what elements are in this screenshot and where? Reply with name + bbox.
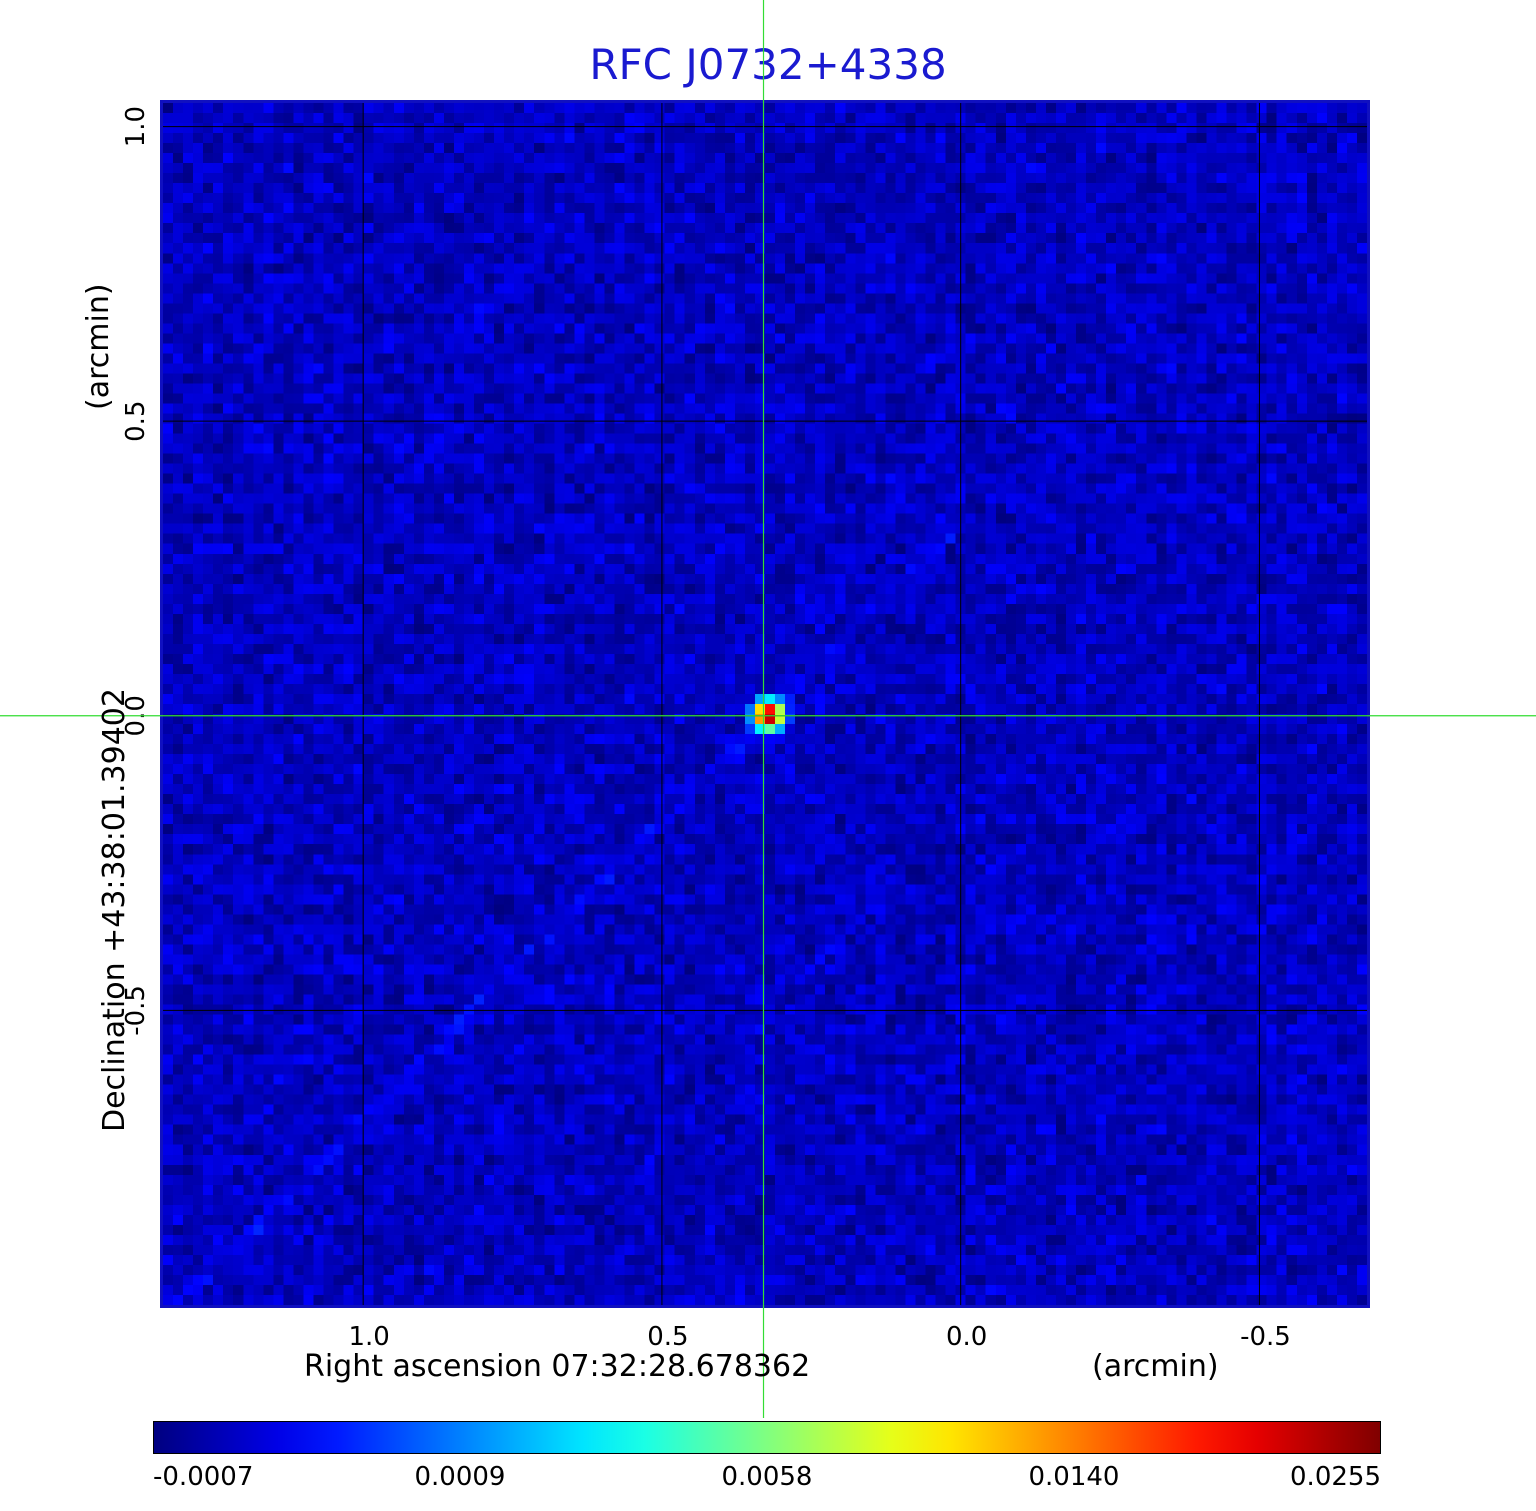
intensity-map — [163, 103, 1367, 1305]
x-axis-unit: (arcmin) — [1092, 1349, 1219, 1384]
colorbar-tick-label: 0.0009 — [414, 1462, 506, 1492]
chart-title: RFC J0732+4338 — [589, 40, 947, 89]
colorbar-tick-label: 0.0140 — [1028, 1462, 1120, 1492]
y-tick-label: 0.5 — [121, 400, 151, 441]
x-tick-label: -0.5 — [1240, 1322, 1291, 1352]
x-tick-label: 1.0 — [348, 1322, 389, 1352]
x-tick-label: 0.5 — [647, 1322, 688, 1352]
colorbar-tick-label: 0.0058 — [721, 1462, 813, 1492]
colorbar-tick-label: 0.0255 — [1290, 1462, 1381, 1492]
x-tick-label: 0.0 — [946, 1322, 987, 1352]
colorbar-tick-label: -0.0007 — [153, 1462, 254, 1492]
x-axis-label: Right ascension 07:32:28.678362 — [304, 1349, 811, 1384]
image-frame — [160, 100, 1370, 1308]
y-axis-label: Declination +43:38:01.39402 — [97, 688, 132, 1132]
y-axis-unit: (arcmin) — [81, 283, 116, 410]
colorbar — [153, 1421, 1381, 1454]
y-tick-label: 1.0 — [121, 106, 151, 147]
